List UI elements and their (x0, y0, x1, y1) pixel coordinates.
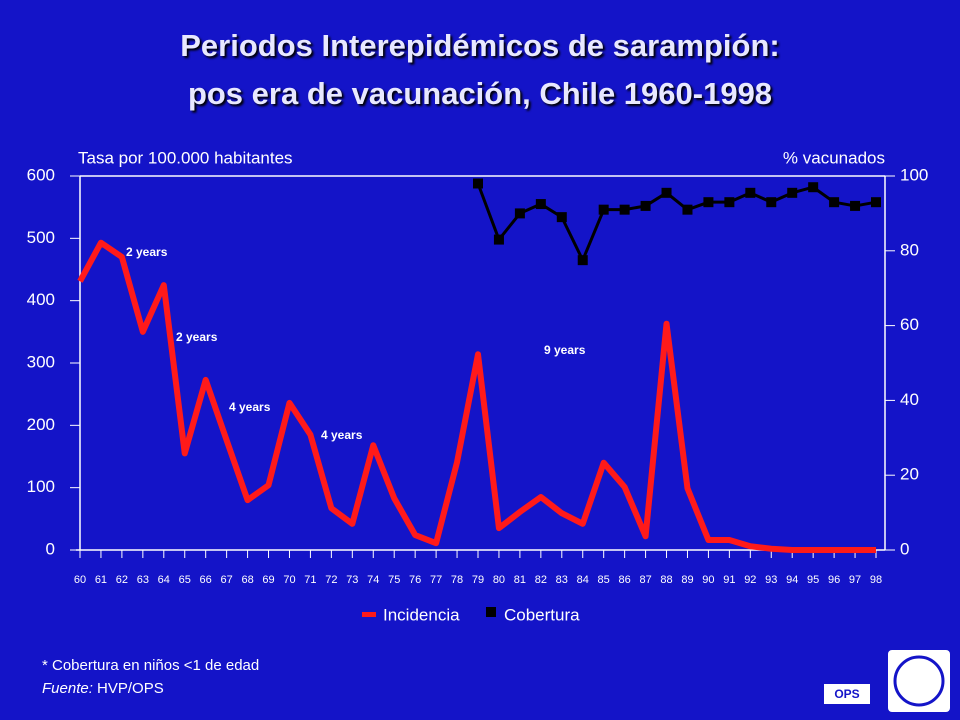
y-tick-label: 600 (27, 165, 55, 184)
marker (556, 212, 567, 223)
x-tick-label: 87 (639, 574, 651, 586)
logo-text: OPS (834, 687, 859, 701)
y2-tick-label: 80 (900, 240, 919, 259)
x-tick-label: 75 (388, 574, 400, 586)
marker (850, 200, 861, 211)
annotation: 2 years (176, 330, 218, 344)
x-tick-label: 94 (786, 574, 798, 586)
x-tick-label: 60 (74, 574, 86, 586)
annotation: 4 years (321, 428, 363, 442)
marker (787, 187, 798, 198)
marker (745, 187, 756, 198)
marker (598, 204, 609, 215)
x-tick-label: 70 (283, 574, 295, 586)
legend-swatch (486, 607, 496, 617)
annotation: 4 years (229, 400, 271, 414)
x-tick-label: 74 (367, 574, 379, 586)
annotation: 2 years (126, 245, 168, 259)
x-tick-label: 86 (619, 574, 631, 586)
legend-swatch (362, 612, 376, 617)
marker (661, 187, 672, 198)
y-tick-label: 300 (27, 352, 55, 371)
x-tick-label: 85 (598, 574, 610, 586)
y2-tick-label: 20 (900, 465, 919, 484)
x-tick-label: 77 (430, 574, 442, 586)
x-tick-label: 83 (556, 574, 568, 586)
footnote: * Cobertura en niños <1 de edad (42, 657, 259, 674)
x-tick-label: 78 (451, 574, 463, 586)
x-tick-label: 73 (346, 574, 358, 586)
y-tick-label: 200 (27, 415, 55, 434)
x-tick-label: 64 (158, 574, 170, 586)
marker (703, 197, 714, 208)
x-tick-label: 62 (116, 574, 128, 586)
chart-title: pos era de vacunación, Chile 1960-1998 (188, 76, 772, 111)
x-tick-label: 84 (577, 574, 589, 586)
x-tick-label: 67 (221, 574, 233, 586)
x-tick-label: 79 (472, 574, 484, 586)
x-tick-label: 61 (95, 574, 107, 586)
x-tick-label: 89 (681, 574, 693, 586)
marker (766, 197, 777, 208)
x-tick-label: 68 (241, 574, 253, 586)
x-tick-label: 96 (828, 574, 840, 586)
marker (493, 234, 504, 245)
source-text: HVP/OPS (97, 680, 164, 697)
x-tick-label: 95 (807, 574, 819, 586)
series-line (77, 239, 876, 553)
y-tick-label: 400 (27, 290, 55, 309)
y2-axis-label: % vacunados (783, 148, 885, 167)
x-tick-label: 82 (535, 574, 547, 586)
logo-emblem (888, 650, 950, 712)
x-tick-label: 76 (409, 574, 421, 586)
logo-box (824, 684, 870, 704)
x-tick-label: 93 (765, 574, 777, 586)
marker (871, 197, 881, 208)
y2-tick-label: 100 (900, 165, 928, 184)
marker (514, 208, 525, 219)
y2-tick-label: 0 (900, 539, 909, 558)
logo-emblem-ring (893, 655, 945, 707)
x-tick-label: 63 (137, 574, 149, 586)
y2-tick-label: 40 (900, 390, 919, 409)
chart-title: Periodos Interepidémicos de sarampión: (180, 28, 780, 63)
marker (808, 182, 819, 193)
y-tick-label: 100 (27, 477, 55, 496)
y2-tick-label: 60 (900, 315, 919, 334)
x-tick-label: 90 (702, 574, 714, 586)
y-tick-label: 0 (46, 539, 55, 558)
x-tick-label: 80 (493, 574, 505, 586)
y-tick-label: 500 (27, 228, 55, 247)
source: Fuente: HVP/OPS (42, 680, 164, 697)
marker (535, 199, 546, 210)
series-line (476, 182, 877, 262)
x-tick-label: 88 (660, 574, 672, 586)
x-tick-label: 91 (723, 574, 735, 586)
x-tick-label: 81 (514, 574, 526, 586)
marker (682, 204, 693, 215)
x-tick-label: 65 (179, 574, 191, 586)
marker (619, 204, 630, 215)
legend-label: Incidencia (383, 605, 460, 624)
x-tick-label: 69 (262, 574, 274, 586)
marker (577, 255, 588, 266)
marker (640, 200, 651, 211)
marker (829, 197, 840, 208)
annotation: 9 years (544, 343, 586, 357)
x-tick-label: 98 (870, 574, 882, 586)
x-tick-label: 92 (744, 574, 756, 586)
x-tick-label: 97 (849, 574, 861, 586)
x-tick-label: 71 (304, 574, 316, 586)
x-tick-label: 66 (200, 574, 212, 586)
legend-label: Cobertura (504, 605, 580, 624)
x-tick-label: 72 (325, 574, 337, 586)
marker (724, 197, 735, 208)
y-axis-label: Tasa por 100.000 habitantes (78, 148, 293, 167)
source-label: Fuente: (42, 680, 93, 697)
marker (473, 178, 483, 189)
